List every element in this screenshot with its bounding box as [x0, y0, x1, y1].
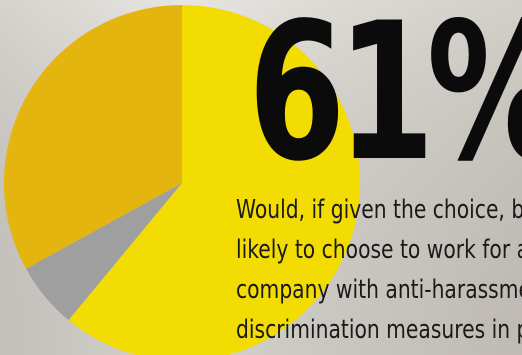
- caption-line-3: company with anti-harassment and: [236, 275, 522, 305]
- headline-caption: Would, if given the choice, be more like…: [236, 190, 522, 350]
- pie-slice-1: [68, 5, 360, 355]
- pie-slice-3: [3, 5, 183, 269]
- caption-line-2: likely to choose to work for a: [236, 235, 522, 265]
- headline-stat: 61%: [248, 0, 522, 203]
- pie-slice-2: [26, 183, 182, 321]
- caption-line-1: Would, if given the choice, be more: [236, 195, 522, 225]
- caption-line-4: discrimination measures in place: [236, 315, 522, 345]
